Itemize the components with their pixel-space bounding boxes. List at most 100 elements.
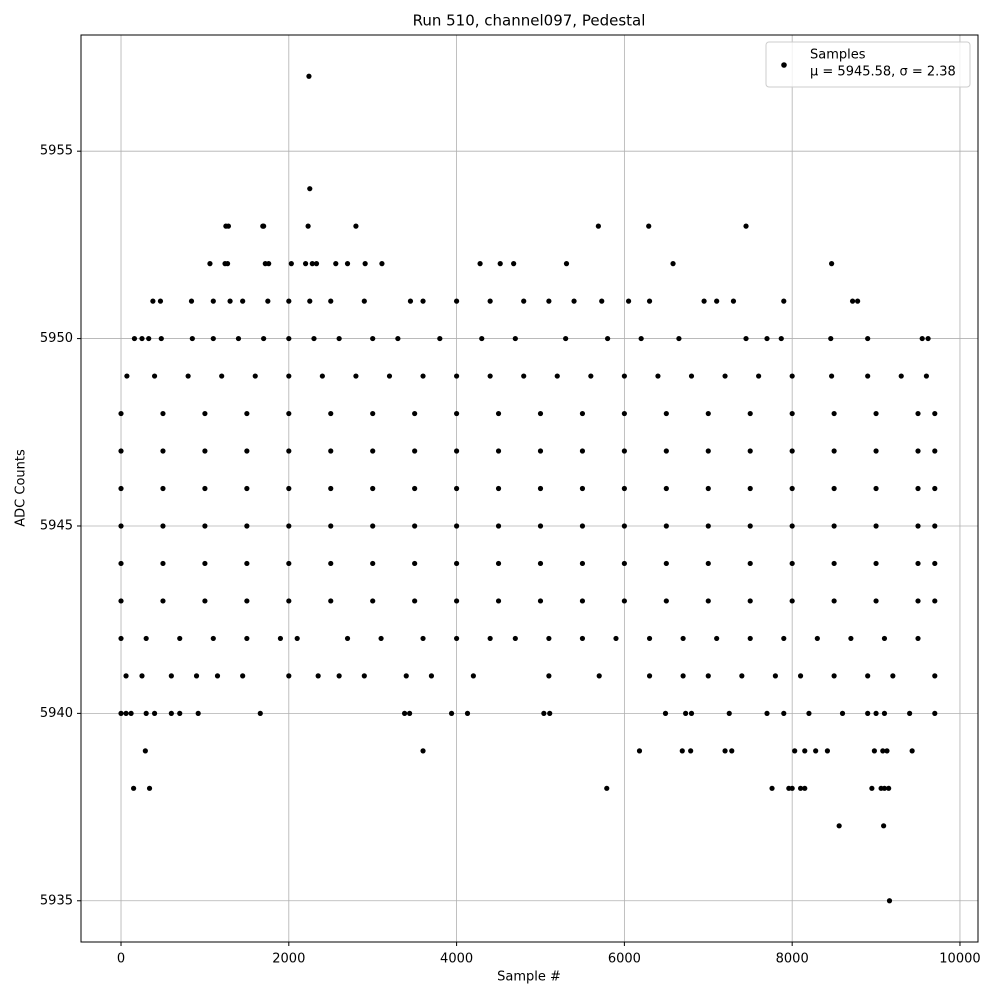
data-point [328, 560, 334, 567]
data-point [579, 410, 586, 417]
data-point [412, 410, 418, 417]
data-point [743, 335, 749, 342]
data-point [831, 673, 837, 679]
data-point [873, 598, 879, 604]
data-point [670, 261, 676, 267]
data-point [244, 410, 250, 417]
data-point [839, 710, 846, 716]
data-point [495, 448, 502, 454]
data-point [802, 785, 808, 791]
data-point [512, 335, 518, 342]
data-point [128, 710, 134, 716]
data-point [150, 298, 156, 304]
data-point [151, 373, 158, 379]
data-point [541, 710, 547, 716]
data-point [244, 635, 250, 642]
data-point [453, 410, 460, 417]
data-point [747, 598, 753, 604]
y-tick-label: 5950 [40, 331, 73, 346]
data-point [131, 335, 138, 342]
data-point [118, 523, 124, 529]
data-point [663, 598, 669, 604]
data-point [537, 448, 544, 454]
data-point [370, 335, 376, 342]
data-point [123, 710, 129, 716]
data-point [537, 410, 544, 417]
data-point [497, 261, 503, 267]
points [118, 73, 938, 904]
legend: Samples μ = 5945.58, σ = 2.38 [765, 41, 971, 88]
data-point [778, 335, 784, 342]
data-point [604, 785, 610, 791]
data-point [328, 598, 334, 604]
data-point [705, 523, 711, 529]
data-point [915, 635, 921, 642]
data-point [261, 223, 267, 229]
legend-subtitle: μ = 5945.58, σ = 2.38 [810, 65, 956, 80]
data-point [802, 748, 808, 754]
data-point [579, 598, 586, 604]
data-point [453, 298, 460, 304]
data-point [189, 335, 195, 342]
data-point [546, 635, 552, 642]
data-point [915, 410, 921, 417]
data-point [403, 673, 409, 679]
data-point [202, 523, 208, 529]
data-point [599, 298, 605, 304]
data-point [487, 298, 493, 304]
data-point [294, 635, 300, 642]
data-point [688, 748, 694, 754]
data-point [244, 448, 250, 454]
data-point [705, 560, 711, 567]
data-point [286, 485, 292, 492]
data-point [621, 410, 627, 417]
data-point [362, 261, 368, 267]
data-point [881, 823, 887, 829]
data-point [160, 523, 166, 529]
data-point [547, 710, 553, 716]
data-point [252, 373, 258, 379]
data-point [412, 448, 418, 454]
data-point [621, 560, 627, 567]
data-point [146, 785, 153, 791]
data-point [781, 635, 787, 642]
data-point [361, 673, 367, 679]
data-point [370, 598, 376, 604]
data-point [225, 223, 232, 229]
data-point [453, 635, 460, 642]
data-point [123, 673, 129, 679]
data-point [177, 710, 183, 716]
data-point [886, 898, 893, 904]
data-point [898, 373, 904, 379]
data-point [831, 410, 837, 417]
data-point [487, 373, 493, 379]
data-point [227, 298, 233, 304]
data-point [831, 560, 837, 567]
data-point [344, 635, 351, 642]
data-point [907, 710, 913, 716]
data-point [621, 448, 627, 454]
data-point [370, 485, 376, 492]
data-point [621, 373, 627, 379]
data-point [143, 710, 149, 716]
x-tick-label: 10000 [939, 952, 980, 967]
data-point [679, 748, 685, 754]
data-point [202, 485, 208, 492]
data-point [865, 335, 871, 342]
data-point [680, 673, 686, 679]
data-point [621, 485, 627, 492]
data-point [240, 673, 246, 679]
data-point [244, 485, 250, 492]
data-point [160, 598, 166, 604]
data-point [188, 298, 195, 304]
data-point [789, 373, 795, 379]
data-point [306, 73, 312, 79]
data-point [302, 261, 309, 267]
data-point [729, 748, 735, 754]
data-point [277, 635, 284, 642]
data-point [705, 485, 711, 492]
data-point [836, 823, 842, 829]
data-point [177, 635, 183, 642]
x-tick-label: 4000 [440, 952, 473, 967]
